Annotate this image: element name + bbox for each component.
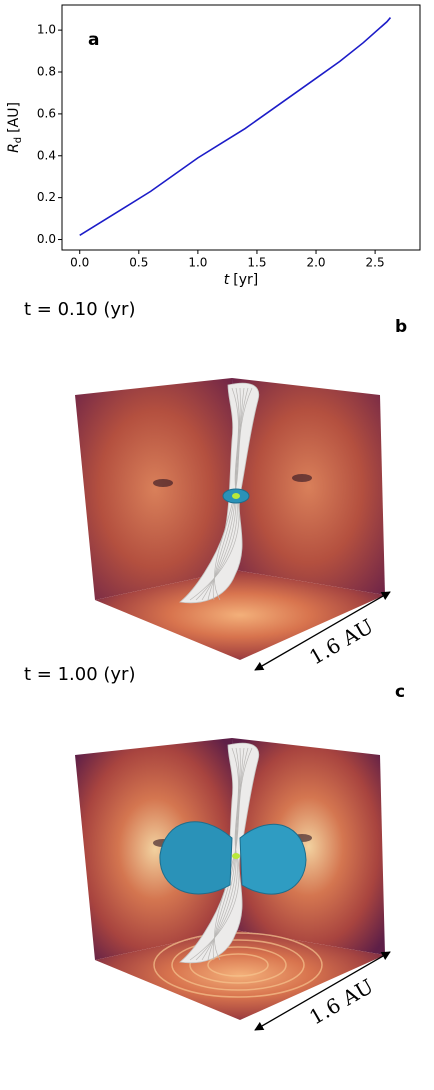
left-wall — [75, 378, 235, 600]
plot-frame — [61, 4, 421, 251]
y-tick-label: 1.0 — [37, 23, 56, 37]
jet-strand — [207, 747, 245, 961]
x-label-var: t — [224, 272, 230, 288]
core — [232, 493, 240, 499]
render-3d: 1.6 AU — [75, 378, 391, 671]
core — [232, 853, 240, 859]
y-label-unit: [AU] — [6, 102, 22, 133]
jet-strand — [189, 747, 240, 961]
render-3d: 1.6 AU — [75, 738, 391, 1031]
jet-strand — [212, 747, 249, 961]
y-axis-label: Rd [AU] — [6, 102, 24, 153]
x-label-unit: [yr] — [233, 272, 258, 288]
x-tick-label: 1.0 — [188, 256, 207, 270]
y-tick-label: 0.8 — [37, 65, 56, 79]
jet-strand — [214, 747, 253, 961]
x-tick-label: 2.0 — [306, 256, 325, 270]
time-label: t = 1.00 (yr) — [24, 664, 135, 685]
y-tick-label: 0.2 — [37, 190, 56, 204]
time-label: t = 0.10 (yr) — [24, 299, 135, 320]
disk-left — [159, 821, 233, 895]
x-tick-label: 0.0 — [70, 256, 89, 270]
scale-arrow — [254, 951, 391, 1031]
panel-letter: a — [88, 30, 99, 50]
right-wall — [232, 378, 385, 595]
x-tick-label: 0.5 — [129, 256, 148, 270]
jet-strand — [195, 747, 240, 961]
right-wall — [232, 738, 385, 955]
jet-strand — [201, 747, 241, 961]
y-label-var: R — [6, 143, 22, 153]
y-tick-label: 0.0 — [37, 232, 56, 246]
y-tick-label: 0.4 — [37, 148, 56, 162]
left-wall — [75, 738, 235, 960]
y-tick-label: 0.6 — [37, 106, 56, 120]
x-tick-label: 1.5 — [247, 256, 266, 270]
disk-right — [239, 823, 307, 895]
panel-letter: b — [395, 317, 407, 337]
x-tick-label: 2.5 — [366, 256, 385, 270]
x-axis-label: t [yr] — [224, 272, 258, 288]
wall-feature — [153, 479, 173, 487]
y-label-sub: d — [13, 137, 24, 143]
panel-letter: c — [395, 682, 405, 702]
scale-arrow — [254, 591, 391, 671]
wall-feature — [292, 474, 312, 482]
data-line — [79, 17, 392, 237]
